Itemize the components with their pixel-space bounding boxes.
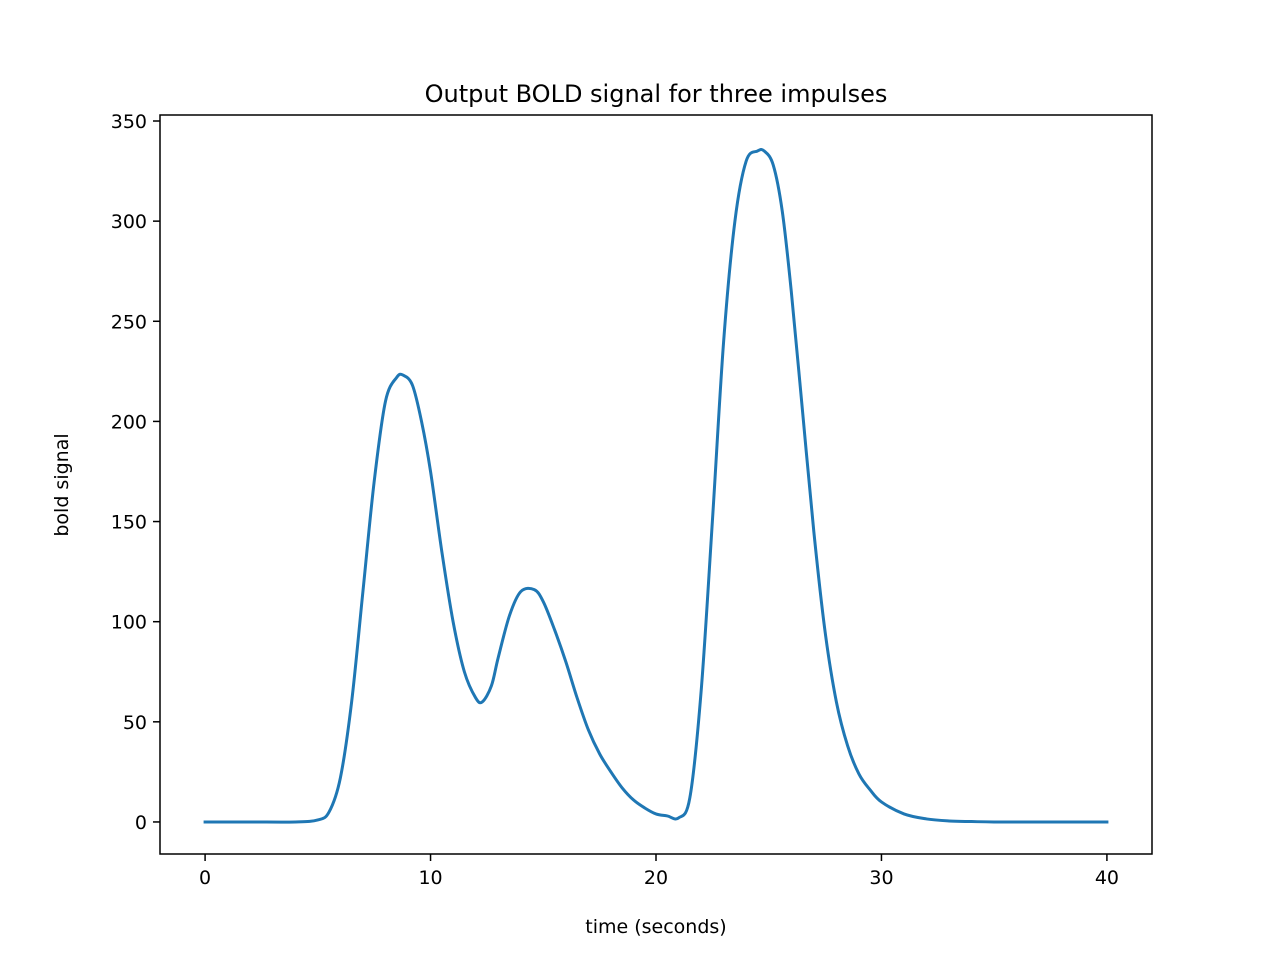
y-axis-label: bold signal xyxy=(51,433,73,536)
x-tick-label: 20 xyxy=(644,867,668,889)
y-tick-label: 350 xyxy=(111,111,147,133)
x-tick-label: 10 xyxy=(418,867,442,889)
x-tick-label: 0 xyxy=(199,867,211,889)
x-tick-label: 30 xyxy=(869,867,893,889)
plot-area xyxy=(203,148,1109,824)
x-tick-label: 40 xyxy=(1095,867,1119,889)
y-tick-label: 0 xyxy=(135,812,147,834)
y-tick-label: 150 xyxy=(111,512,147,534)
y-axis: 0 50 100 150 200 250 300 350 xyxy=(111,111,160,834)
axes-frame xyxy=(159,114,1153,855)
y-tick-label: 100 xyxy=(111,612,147,634)
x-axis: 0 10 20 30 40 xyxy=(199,854,1119,889)
x-axis-label: time (seconds) xyxy=(585,916,726,938)
y-tick-label: 200 xyxy=(111,411,147,433)
y-tick-label: 300 xyxy=(111,211,147,233)
y-tick-label: 250 xyxy=(111,311,147,333)
bold-signal-line xyxy=(203,148,1109,824)
chart-title: Output BOLD signal for three impulses xyxy=(425,80,888,108)
y-tick-label: 50 xyxy=(123,712,147,734)
